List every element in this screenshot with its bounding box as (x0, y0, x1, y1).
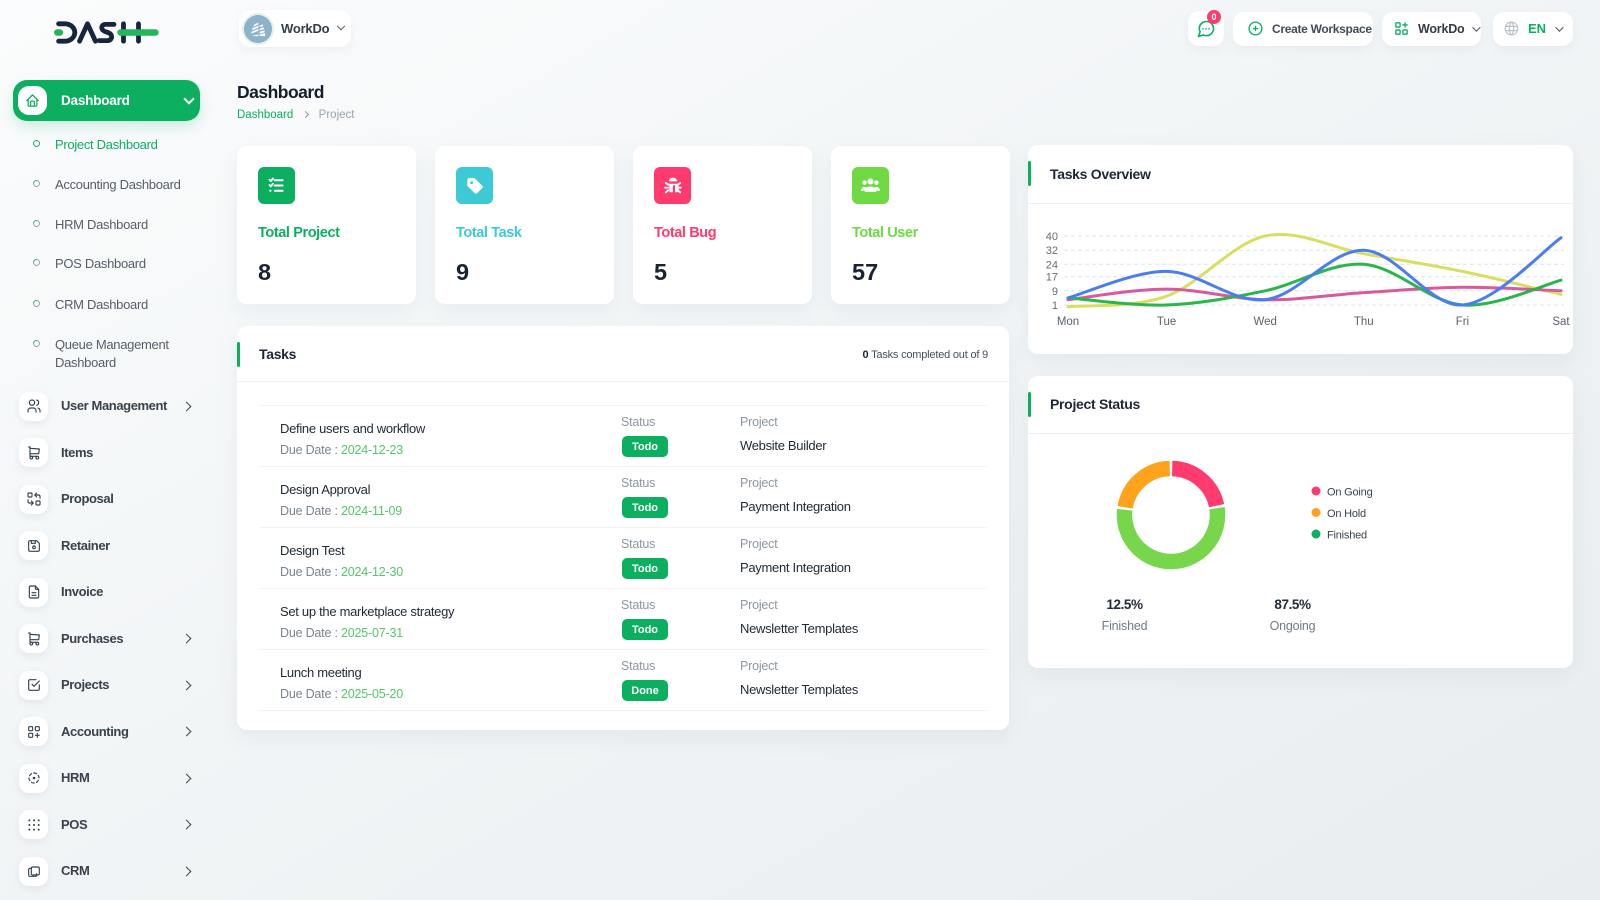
svg-text:1: 1 (1052, 300, 1058, 312)
svg-text:Finished: Finished (1327, 530, 1367, 542)
svg-text:40: 40 (1046, 231, 1058, 243)
svg-text:Sat: Sat (1552, 316, 1570, 328)
svg-text:On Going: On Going (1327, 487, 1373, 499)
svg-text:Thu: Thu (1354, 316, 1374, 328)
svg-text:24: 24 (1046, 259, 1058, 271)
svg-text:32: 32 (1046, 245, 1058, 257)
svg-text:9: 9 (1052, 286, 1058, 298)
svg-text:On Hold: On Hold (1327, 508, 1366, 520)
svg-text:Wed: Wed (1253, 316, 1276, 328)
svg-text:Fri: Fri (1456, 316, 1469, 328)
svg-text:Mon: Mon (1057, 316, 1079, 328)
svg-text:17: 17 (1046, 272, 1058, 284)
svg-text:Tue: Tue (1157, 316, 1176, 328)
